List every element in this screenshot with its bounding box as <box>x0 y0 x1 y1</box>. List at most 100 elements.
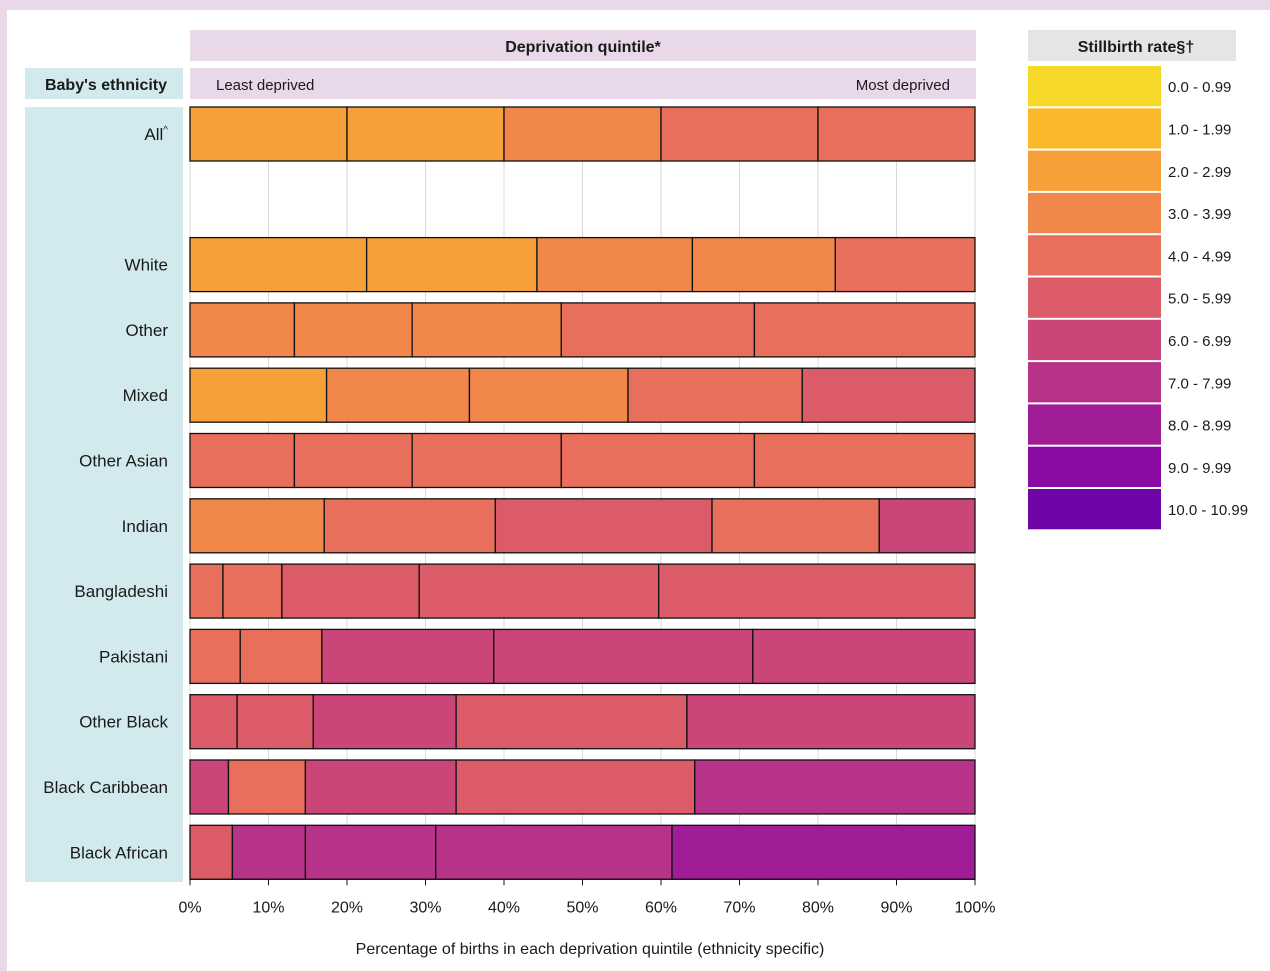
bar-segment <box>752 628 976 685</box>
bar-segment <box>321 628 495 685</box>
bar-segment <box>657 563 976 619</box>
row-label: Other Black <box>79 713 168 732</box>
bar-segment <box>189 106 348 162</box>
bar-segment <box>834 236 976 293</box>
row-labels: All^ White Other Mixed Other Asian Indian Bang… <box>43 125 168 862</box>
bar-segment <box>753 302 976 358</box>
legend-label: 3.0 - 3.99 <box>1168 206 1231 223</box>
bar-segment <box>189 432 296 489</box>
row-label: Pakistani <box>99 647 168 666</box>
bar-segment <box>817 106 976 162</box>
bar-segment <box>493 628 754 685</box>
legend-swatch <box>1028 235 1161 276</box>
bar-segment <box>346 106 505 162</box>
bars <box>189 106 976 880</box>
row-header-band <box>25 68 183 99</box>
bar-segment <box>468 367 629 423</box>
legend-label: 2.0 - 2.99 <box>1168 164 1231 181</box>
legend-label: 4.0 - 4.99 <box>1168 248 1231 265</box>
bar-segment <box>231 824 307 880</box>
deprivation-scale-band <box>190 68 976 99</box>
bar-segment <box>560 432 756 489</box>
bar-segment <box>418 563 660 619</box>
bar-segment <box>189 563 224 619</box>
row-header: Baby's ethnicity <box>45 77 167 94</box>
legend-swatch <box>1028 446 1161 487</box>
bar-segment <box>281 563 420 619</box>
bar-segment <box>753 432 976 489</box>
x-tick-label: 80% <box>802 899 834 916</box>
legend-swatch <box>1028 319 1161 361</box>
bar-segment <box>189 628 241 685</box>
legend-label: 5.0 - 5.99 <box>1168 291 1231 308</box>
legend-label: 8.0 - 8.99 <box>1168 418 1231 435</box>
bar-segment <box>494 498 713 554</box>
bar-segment <box>189 694 238 750</box>
legend-swatch <box>1028 277 1161 318</box>
bar-segment <box>411 432 562 489</box>
bar-segment <box>312 694 457 750</box>
x-tick-label: 10% <box>252 899 284 916</box>
bar-segment <box>455 694 688 750</box>
bar-segment <box>189 367 328 423</box>
legend-swatch <box>1028 362 1161 403</box>
bar-segment <box>686 694 976 750</box>
row-label: Indian <box>122 517 168 536</box>
legend-label: 9.0 - 9.99 <box>1168 460 1231 477</box>
bar-segment <box>503 106 662 162</box>
bar-segment <box>293 302 413 358</box>
legend-label: 7.0 - 7.99 <box>1168 375 1231 392</box>
bar-segment <box>365 236 538 293</box>
most-deprived-label: Most deprived <box>856 77 950 94</box>
x-tick-label: 40% <box>488 899 520 916</box>
legend-label: 6.0 - 6.99 <box>1168 333 1231 350</box>
x-tick-label: 60% <box>645 899 677 916</box>
legend-title: Stillbirth rate§† <box>1078 39 1194 56</box>
row-label: Other Asian <box>79 452 168 471</box>
bar-segment <box>189 236 368 293</box>
bar-segment <box>189 302 296 358</box>
bar-segment <box>711 498 880 554</box>
bar-segment <box>435 824 673 880</box>
legend-swatch <box>1028 192 1161 234</box>
bar-segment <box>189 824 234 880</box>
row-label: White <box>125 256 168 275</box>
x-tick-label: 30% <box>409 899 441 916</box>
bar-segment <box>536 236 694 293</box>
bar-segment <box>325 367 471 423</box>
x-tick-label: 70% <box>723 899 755 916</box>
bar-segment <box>560 302 756 358</box>
legend-title-band <box>1028 30 1236 61</box>
bar-segment <box>801 367 976 423</box>
x-tick-label: 50% <box>566 899 598 916</box>
bar-segment <box>304 759 457 815</box>
legend-swatch <box>1028 489 1161 530</box>
bar-segment <box>660 106 819 162</box>
bar-segment <box>323 498 497 554</box>
row-label: Black Caribbean <box>43 778 168 797</box>
chart-panel: Deprivation quintile* Baby's ethnicity L… <box>7 10 1270 971</box>
bar-segment <box>227 759 307 815</box>
x-tick-label: 20% <box>331 899 363 916</box>
x-axis: 0% 10% 20% 30% 40% 50% 60% 70% 80% 90% 100% <box>178 878 995 916</box>
row-label: All^ <box>144 125 168 144</box>
bar-segment <box>691 236 836 293</box>
legend-swatch <box>1028 150 1161 191</box>
x-tick-label: 90% <box>880 899 912 916</box>
legend-label: 0.0 - 0.99 <box>1168 79 1231 96</box>
least-deprived-label: Least deprived <box>216 77 314 94</box>
gridlines <box>189 107 976 880</box>
legend-swatch <box>1028 66 1161 107</box>
legend-label: 10.0 - 10.99 <box>1168 502 1248 519</box>
bar-segment <box>239 628 323 685</box>
bar-segment <box>222 563 283 619</box>
x-axis-label: Percentage of births in each deprivation… <box>356 941 825 958</box>
legend-swatch <box>1028 108 1161 149</box>
legend: 0.0 - 0.99 1.0 - 1.99 2.0 - 2.99 3.0 - 3.99… <box>1028 66 1248 530</box>
bar-segment <box>236 694 314 750</box>
legend-label: 1.0 - 1.99 <box>1168 121 1231 138</box>
x-tick-label: 0% <box>178 899 201 916</box>
row-label: Bangladeshi <box>74 582 168 601</box>
header-band <box>190 30 976 61</box>
chart-canvas: Deprivation quintile* Baby's ethnicity L… <box>25 30 1248 958</box>
